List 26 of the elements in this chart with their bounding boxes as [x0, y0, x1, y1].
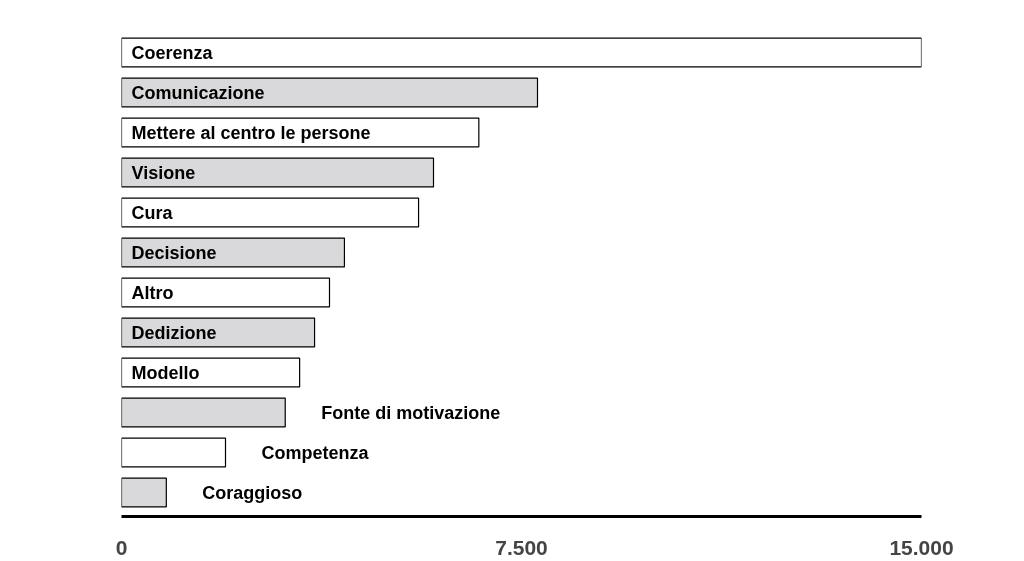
y-tick-label: Modello	[131, 362, 200, 383]
y-tick-label: Competenza	[261, 442, 370, 463]
x-tick-label: 7.500	[495, 535, 548, 559]
y-tick-label: Fonte di motivazione	[321, 402, 501, 423]
y-tick-label: Visione	[131, 162, 196, 183]
y-tick-label: Dedizione	[131, 322, 217, 343]
bar	[121, 357, 301, 388]
bar	[121, 277, 331, 308]
bar	[121, 157, 435, 188]
bar	[121, 77, 539, 108]
bar	[121, 197, 420, 228]
y-tick-label: Mettere al centro le persone	[131, 122, 371, 143]
y-tick-label: Cura	[131, 202, 174, 223]
x-tick-label: 0	[115, 535, 128, 559]
y-tick-label: Decisione	[131, 242, 217, 263]
bar	[121, 397, 286, 428]
y-tick-label: Coraggioso	[202, 482, 303, 503]
x-tick-label: 15.000	[889, 535, 954, 559]
bar	[121, 437, 227, 468]
bar	[121, 237, 346, 268]
bar	[121, 317, 316, 348]
y-tick-label: Comunicazione	[131, 82, 265, 103]
y-tick-label: Altro	[131, 282, 174, 303]
bar	[121, 477, 167, 508]
y-tick-label: Coerenza	[131, 42, 214, 63]
bar	[121, 37, 922, 68]
